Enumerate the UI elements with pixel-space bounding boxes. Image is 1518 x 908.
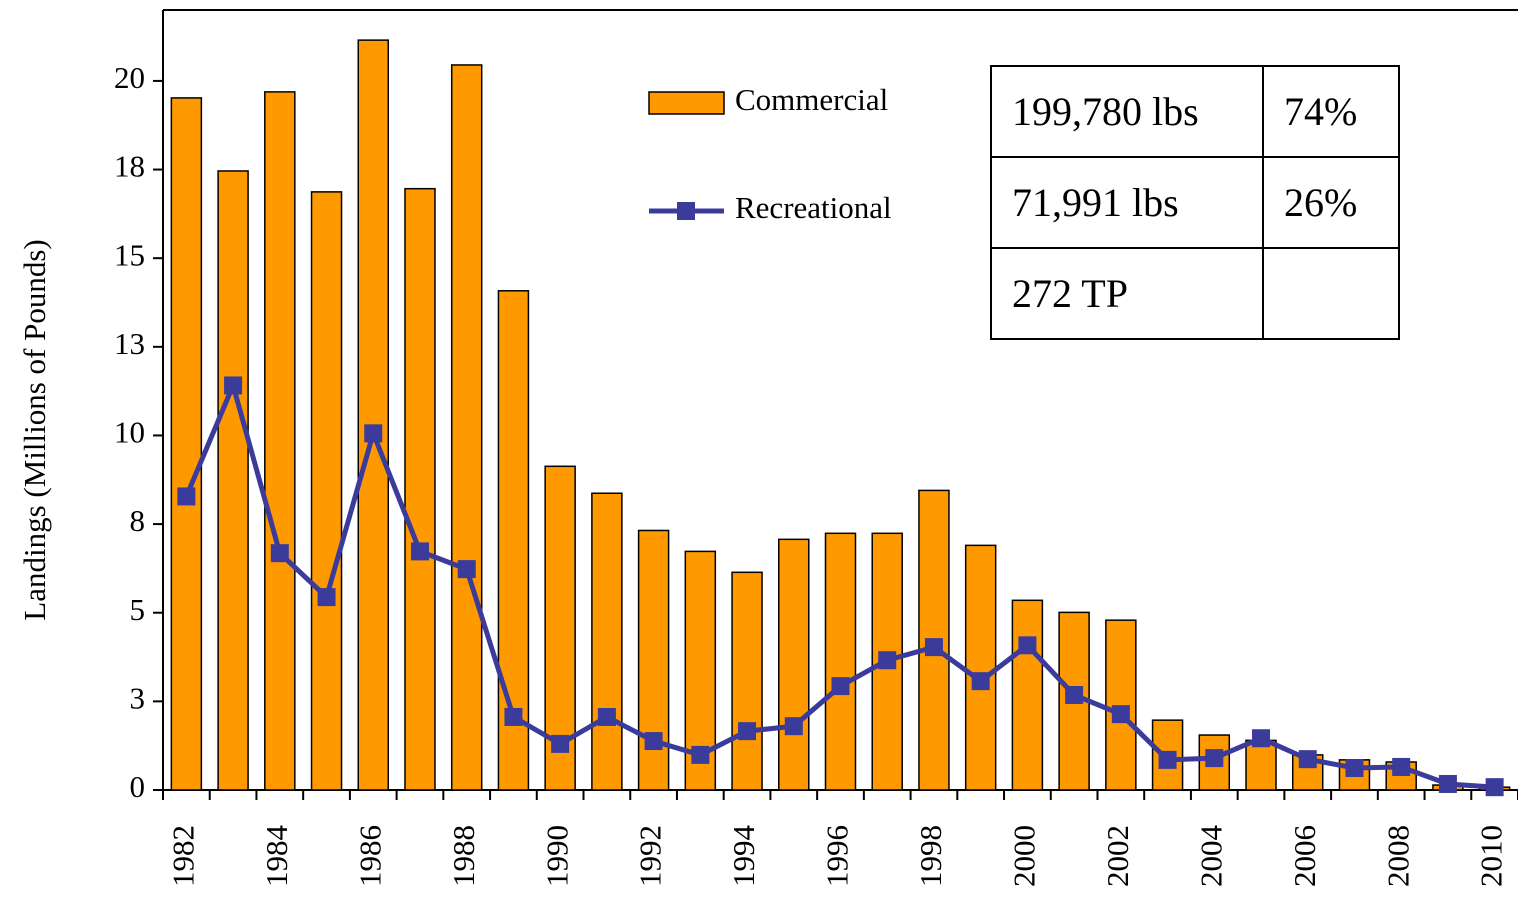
bar xyxy=(497,290,530,791)
bar xyxy=(450,64,483,791)
table-cell: 199,780 lbs xyxy=(990,65,1264,158)
marker xyxy=(1392,757,1411,776)
bar xyxy=(1151,719,1184,791)
marker xyxy=(1205,749,1224,768)
marker xyxy=(1485,778,1504,797)
marker xyxy=(1065,685,1084,704)
bar xyxy=(1245,739,1277,791)
marker xyxy=(878,651,897,670)
x-tick-label: 2008 xyxy=(1380,825,1415,887)
x-tick-label: 2010 xyxy=(1474,825,1509,887)
y-tick-label: 15 xyxy=(114,237,145,272)
legend-marker xyxy=(677,202,695,220)
bar xyxy=(404,187,436,791)
bar xyxy=(964,544,997,791)
marker xyxy=(224,376,243,395)
marker xyxy=(784,717,803,736)
x-tick-label: 2002 xyxy=(1100,825,1135,887)
y-tick-label: 3 xyxy=(130,680,146,715)
table-row: 71,991 lbs 26% xyxy=(990,156,1400,249)
x-tick-label: 2006 xyxy=(1287,825,1322,887)
marker xyxy=(551,734,570,753)
bar xyxy=(170,97,203,791)
marker xyxy=(504,707,523,726)
marker xyxy=(644,732,663,751)
bar xyxy=(1011,599,1044,791)
x-tick-label: 1998 xyxy=(913,825,948,887)
y-tick-label: 8 xyxy=(130,503,146,538)
table-cell: 272 TP xyxy=(990,247,1264,340)
x-tick-label: 1992 xyxy=(633,825,668,887)
marker xyxy=(1438,774,1457,793)
bar xyxy=(357,39,390,791)
table-row: 199,780 lbs 74% xyxy=(990,65,1400,158)
bar xyxy=(217,170,249,791)
table-cell xyxy=(1262,247,1400,340)
marker xyxy=(364,424,383,443)
y-axis-label: Landings (Millions of Pounds) xyxy=(17,239,52,620)
y-tick-label: 13 xyxy=(114,326,145,361)
x-tick-label: 1986 xyxy=(352,825,387,887)
y-tick-label: 18 xyxy=(114,149,145,184)
y-tick-label: 10 xyxy=(114,415,145,450)
table-cell: 74% xyxy=(1262,65,1400,158)
x-tick-label: 1994 xyxy=(726,825,761,888)
marker xyxy=(457,560,476,579)
marker xyxy=(1158,750,1177,769)
marker xyxy=(1111,705,1130,724)
marker xyxy=(924,638,943,657)
bar xyxy=(1105,619,1137,791)
marker xyxy=(317,588,336,607)
table-row: 272 TP xyxy=(990,247,1400,340)
marker xyxy=(831,677,850,696)
marker xyxy=(1252,729,1271,748)
bar xyxy=(824,532,857,791)
summary-table: 199,780 lbs 74% 71,991 lbs 26% 272 TP xyxy=(990,65,1400,340)
marker xyxy=(410,542,429,561)
marker xyxy=(1345,759,1364,778)
bar xyxy=(591,492,623,791)
legend-label: Commercial xyxy=(735,82,888,117)
marker xyxy=(1018,636,1037,655)
marker xyxy=(270,544,289,563)
legend-swatch xyxy=(648,91,725,115)
bar xyxy=(310,191,343,791)
marker xyxy=(597,707,616,726)
table-cell: 26% xyxy=(1262,156,1400,249)
bar xyxy=(778,538,810,791)
marker xyxy=(971,672,990,691)
x-tick-label: 2004 xyxy=(1193,825,1228,888)
x-tick-label: 2000 xyxy=(1007,825,1042,887)
y-tick-label: 20 xyxy=(114,60,145,95)
marker xyxy=(738,722,757,741)
x-tick-label: 1990 xyxy=(539,825,574,887)
legend-label: Recreational xyxy=(735,190,892,225)
x-tick-label: 1984 xyxy=(259,825,294,888)
bar xyxy=(264,91,296,791)
y-tick-label: 0 xyxy=(130,769,146,804)
x-tick-label: 1996 xyxy=(820,825,855,887)
x-tick-label: 1982 xyxy=(165,825,200,887)
marker xyxy=(691,745,710,764)
marker xyxy=(177,487,196,506)
x-tick-label: 1988 xyxy=(446,825,481,887)
bar xyxy=(637,529,670,791)
y-tick-label: 5 xyxy=(130,592,146,627)
table-cell: 71,991 lbs xyxy=(990,156,1264,249)
bar xyxy=(731,571,763,791)
marker xyxy=(1298,750,1317,769)
